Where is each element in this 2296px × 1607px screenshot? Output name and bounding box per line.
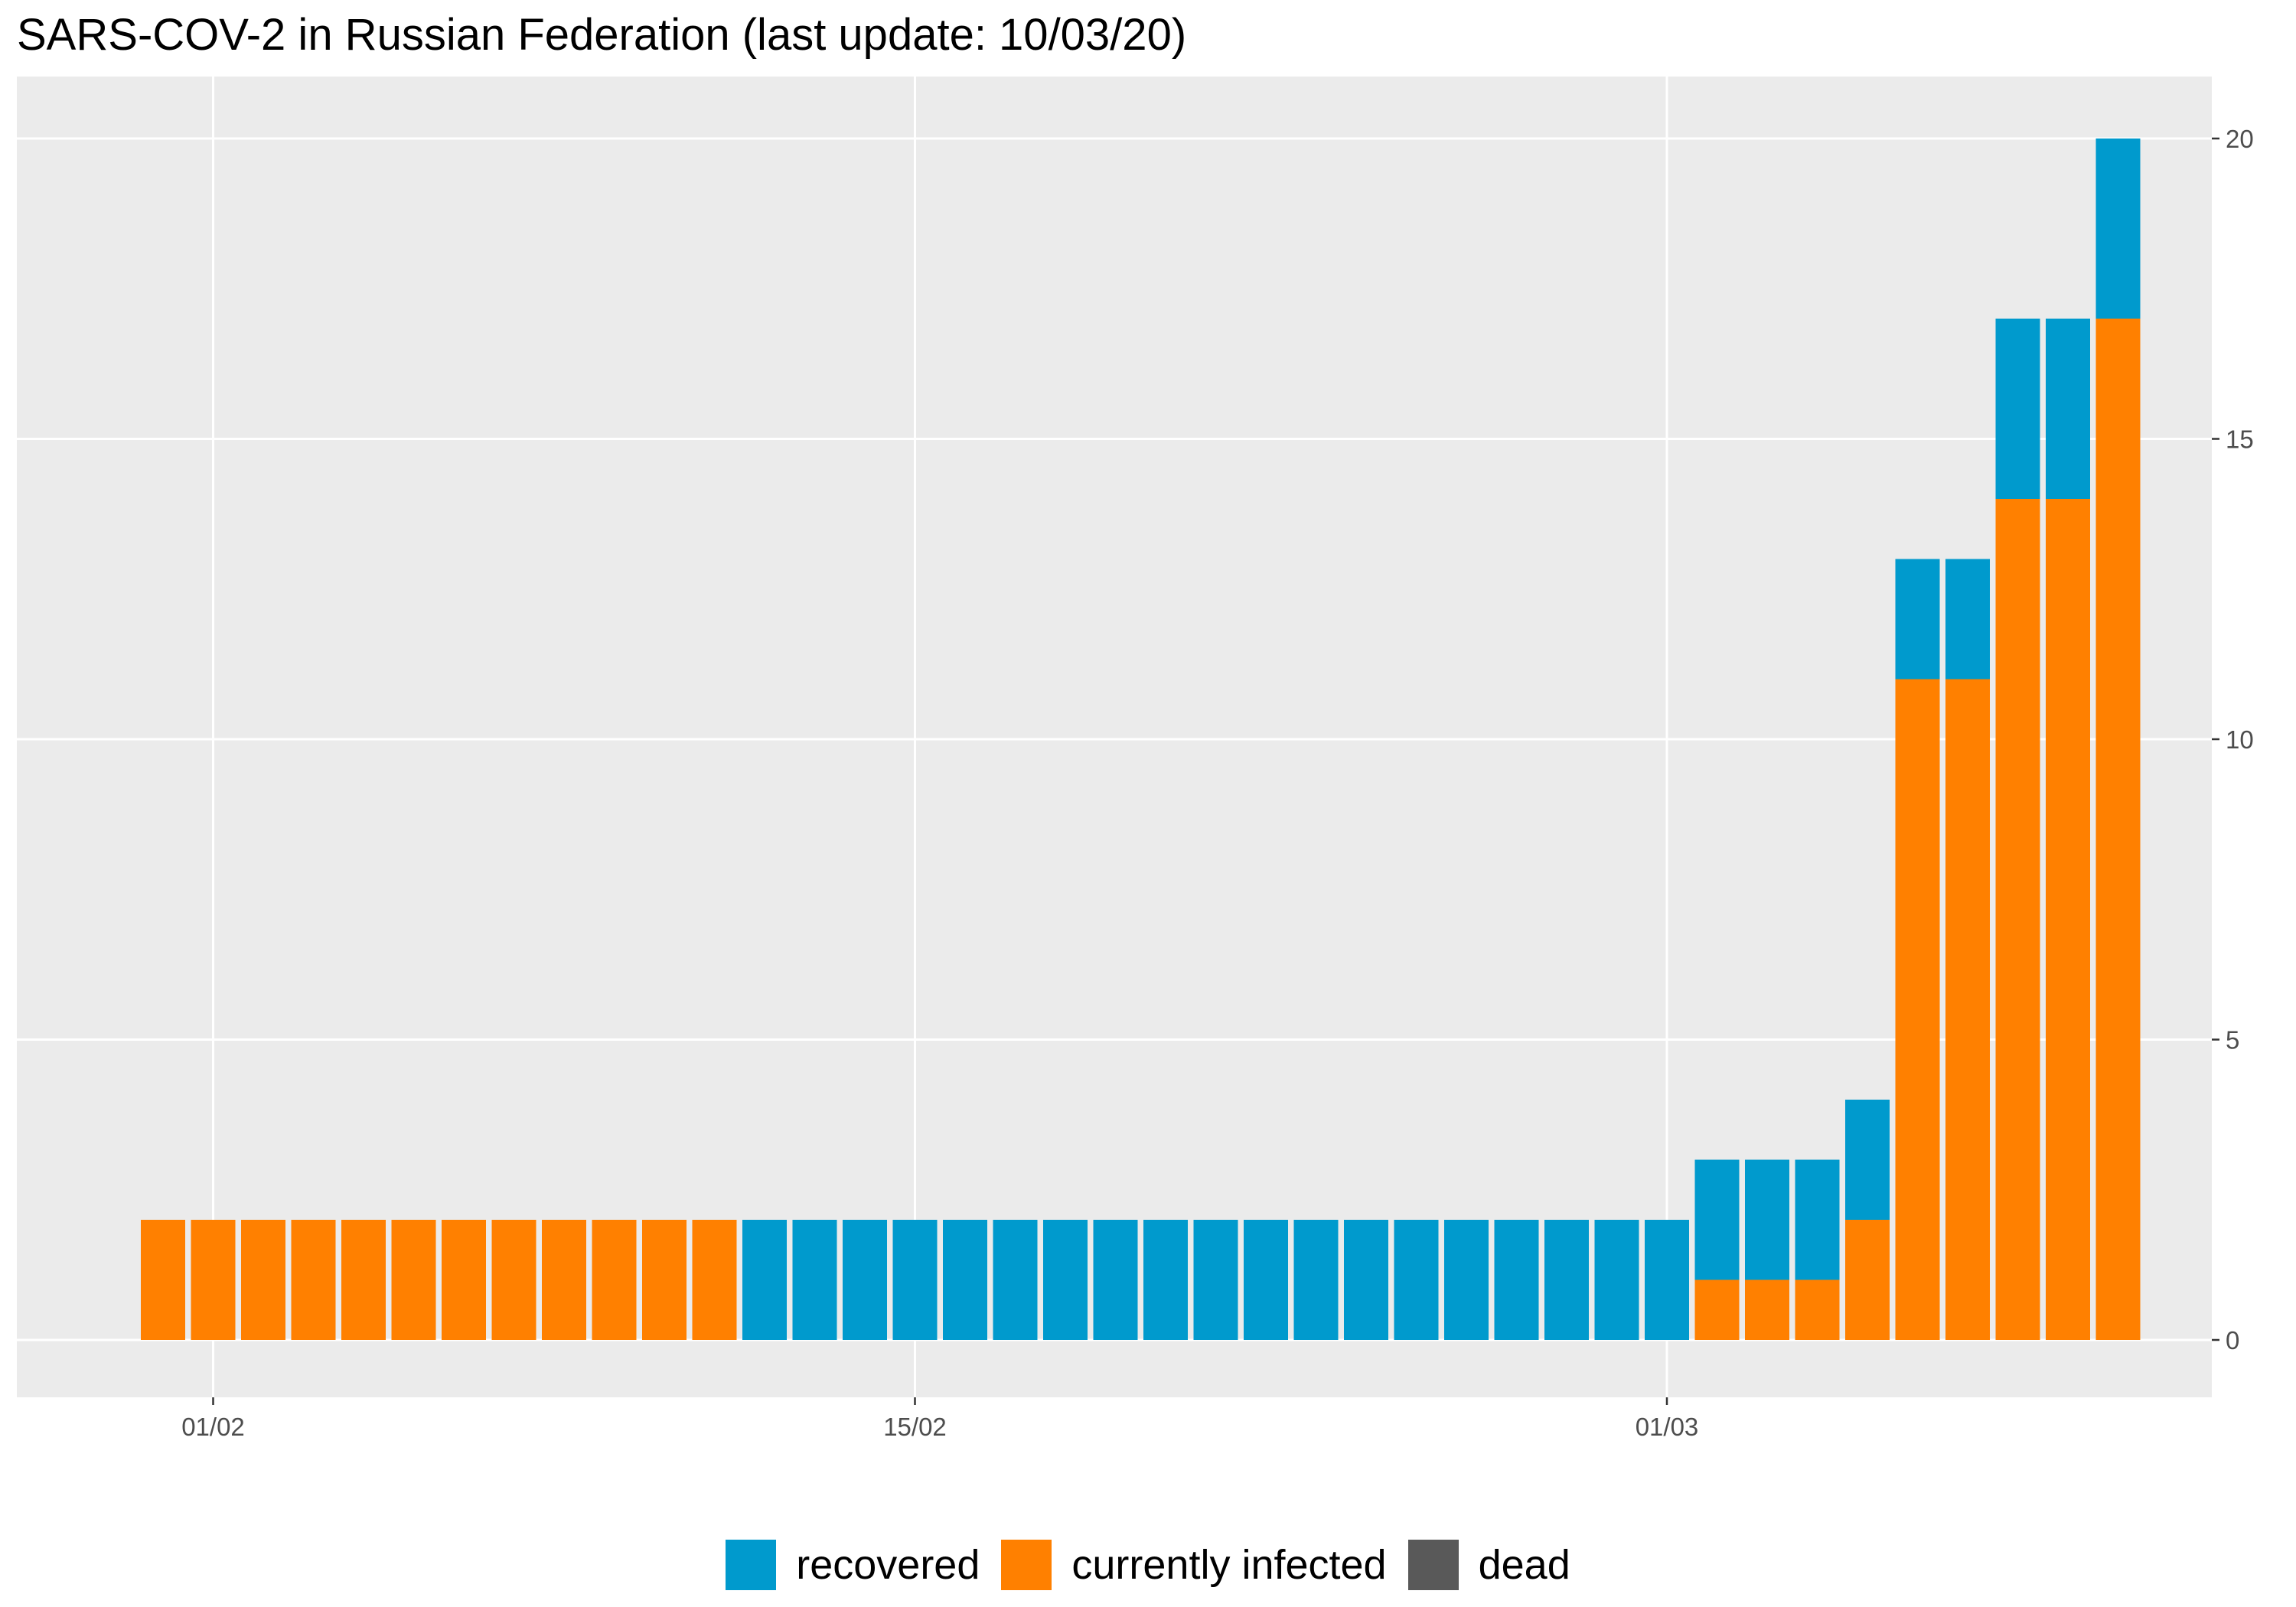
bar-currently-infected (1745, 1279, 1789, 1340)
bar-recovered (1795, 1159, 1840, 1280)
y-tick-label: 5 (2226, 1026, 2239, 1054)
bar-currently-infected (1694, 1279, 1740, 1340)
bar-recovered (843, 1220, 887, 1340)
bars (141, 139, 2141, 1340)
x-axis: 01/02 15/02 01/03 (181, 1397, 1698, 1441)
bar-currently-infected (542, 1220, 586, 1340)
bar-recovered (1594, 1220, 1639, 1340)
bar-currently-infected (2046, 499, 2090, 1340)
bar-recovered (1845, 1100, 1890, 1220)
bar-currently-infected (291, 1220, 336, 1340)
legend-item-currently-infected: currently infected (1001, 1540, 1387, 1590)
bar-recovered (2095, 139, 2141, 319)
y-tick-label: 15 (2226, 425, 2254, 454)
bar-recovered (1945, 559, 1990, 680)
legend-key-recovered (726, 1540, 777, 1590)
legend-key-currently-infected (1001, 1540, 1052, 1590)
legend-label-recovered: recovered (796, 1542, 980, 1588)
bar-recovered (1093, 1220, 1138, 1340)
bar-recovered (742, 1220, 787, 1340)
bar-recovered (1544, 1220, 1589, 1340)
bar-recovered (943, 1220, 987, 1340)
legend-item-dead: dead (1407, 1540, 1570, 1590)
legend-item-recovered: recovered (726, 1540, 980, 1590)
bar-currently-infected (1845, 1220, 1890, 1340)
bar-recovered (1444, 1220, 1489, 1340)
bar-currently-infected (592, 1220, 637, 1340)
bar-recovered (1694, 1159, 1740, 1280)
y-tick-label: 20 (2226, 125, 2254, 153)
bar-currently-infected (2095, 318, 2141, 1340)
y-tick-label: 0 (2226, 1326, 2239, 1354)
bar-currently-infected (391, 1220, 436, 1340)
bar-currently-infected (491, 1220, 536, 1340)
legend: recovered currently infected dead (0, 1538, 2296, 1592)
bar-recovered (1745, 1159, 1789, 1280)
x-tick-label: 01/02 (181, 1413, 245, 1441)
bar-currently-infected (642, 1220, 687, 1340)
bar-currently-infected (692, 1220, 737, 1340)
bar-recovered (1193, 1220, 1238, 1340)
bar-currently-infected (1895, 679, 1940, 1340)
bar-recovered (2046, 318, 2090, 499)
legend-label-currently-infected: currently infected (1071, 1542, 1387, 1588)
bar-currently-infected (191, 1220, 236, 1340)
bar-currently-infected (1795, 1279, 1840, 1340)
bar-currently-infected (442, 1220, 486, 1340)
bar-recovered (1895, 559, 1940, 680)
bar-recovered (1995, 318, 2040, 499)
bar-recovered (1494, 1220, 1539, 1340)
bar-recovered (1344, 1220, 1388, 1340)
bar-recovered (1394, 1220, 1439, 1340)
legend-key-dead (1407, 1540, 1459, 1590)
bar-recovered (1244, 1220, 1288, 1340)
x-tick-label: 15/02 (883, 1413, 947, 1441)
bar-recovered (1645, 1220, 1689, 1340)
bar-currently-infected (1995, 499, 2040, 1340)
y-axis: 0 5 10 15 20 (2212, 125, 2254, 1354)
bar-recovered (892, 1220, 938, 1340)
chart-title: SARS-COV-2 in Russian Federation (last u… (17, 10, 1187, 60)
bar-currently-infected (1945, 679, 1990, 1340)
x-tick-label: 01/03 (1636, 1413, 1699, 1441)
bar-recovered (993, 1220, 1038, 1340)
bar-recovered (1143, 1220, 1188, 1340)
bar-recovered (1043, 1220, 1088, 1340)
bar-recovered (1293, 1220, 1339, 1340)
bar-currently-infected (341, 1220, 386, 1340)
legend-label-dead: dead (1478, 1542, 1570, 1588)
bar-currently-infected (141, 1220, 185, 1340)
bar-recovered (792, 1220, 837, 1340)
bar-currently-infected (241, 1220, 285, 1340)
y-tick-label: 10 (2226, 725, 2254, 754)
